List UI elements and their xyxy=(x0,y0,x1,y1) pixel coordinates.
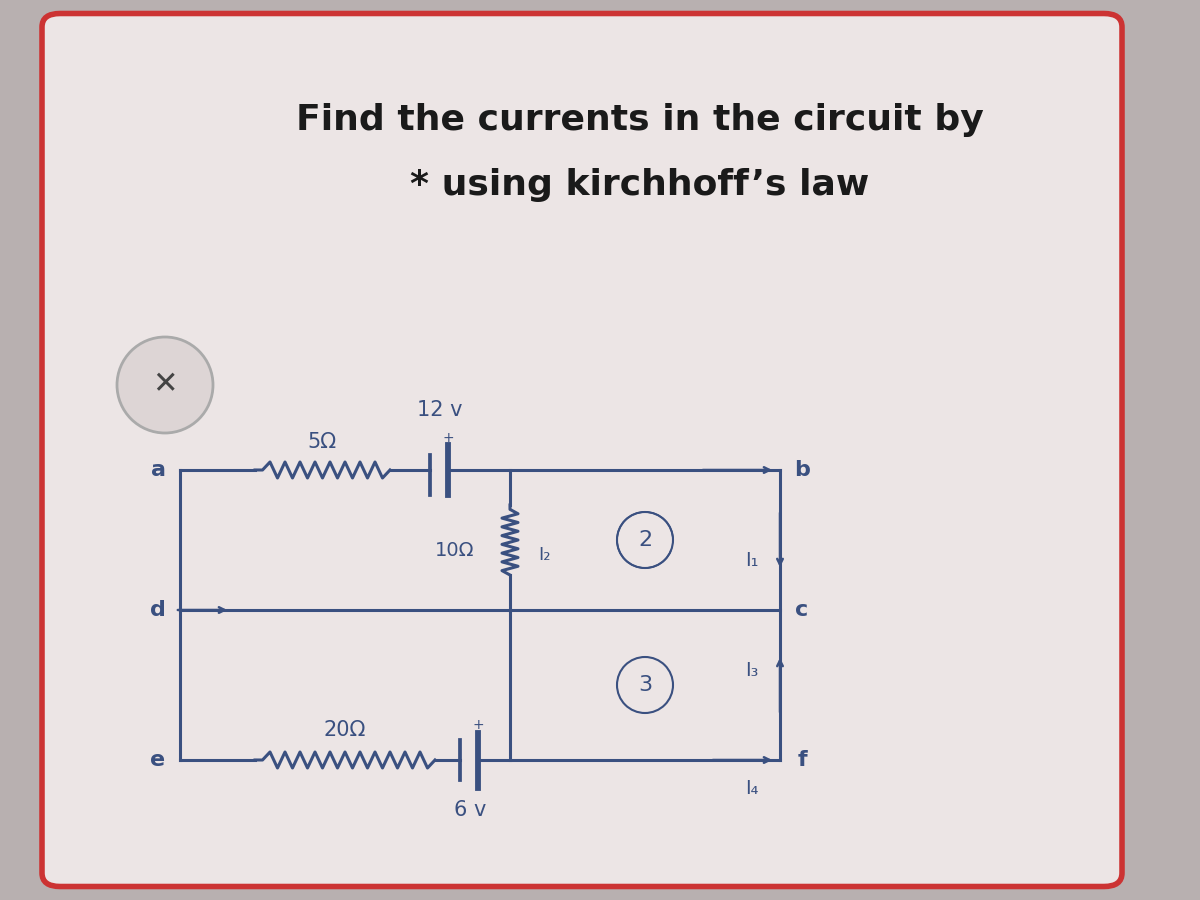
Circle shape xyxy=(118,337,214,433)
Text: 20Ω: 20Ω xyxy=(324,720,366,740)
Text: d: d xyxy=(150,600,166,620)
Text: 3: 3 xyxy=(638,675,652,695)
Text: +: + xyxy=(442,430,454,445)
Text: e: e xyxy=(150,750,166,770)
Text: f: f xyxy=(797,750,806,770)
Text: I₃: I₃ xyxy=(745,661,758,680)
Text: Find the currents in the circuit by: Find the currents in the circuit by xyxy=(296,103,984,137)
Text: b: b xyxy=(794,460,810,480)
Text: c: c xyxy=(796,600,809,620)
Text: 2: 2 xyxy=(638,530,652,550)
Text: I₂: I₂ xyxy=(539,546,551,564)
Text: 10Ω: 10Ω xyxy=(436,541,475,560)
Text: 12 v: 12 v xyxy=(418,400,463,420)
Text: * using kirchhoff’s law: * using kirchhoff’s law xyxy=(410,168,870,202)
Text: I₁: I₁ xyxy=(745,551,758,570)
Text: ✕: ✕ xyxy=(152,371,178,400)
Text: +: + xyxy=(472,718,484,732)
Text: a: a xyxy=(150,460,166,480)
Text: 6 v: 6 v xyxy=(454,800,486,820)
Text: 5Ω: 5Ω xyxy=(307,432,336,452)
Text: I₄: I₄ xyxy=(745,778,758,797)
